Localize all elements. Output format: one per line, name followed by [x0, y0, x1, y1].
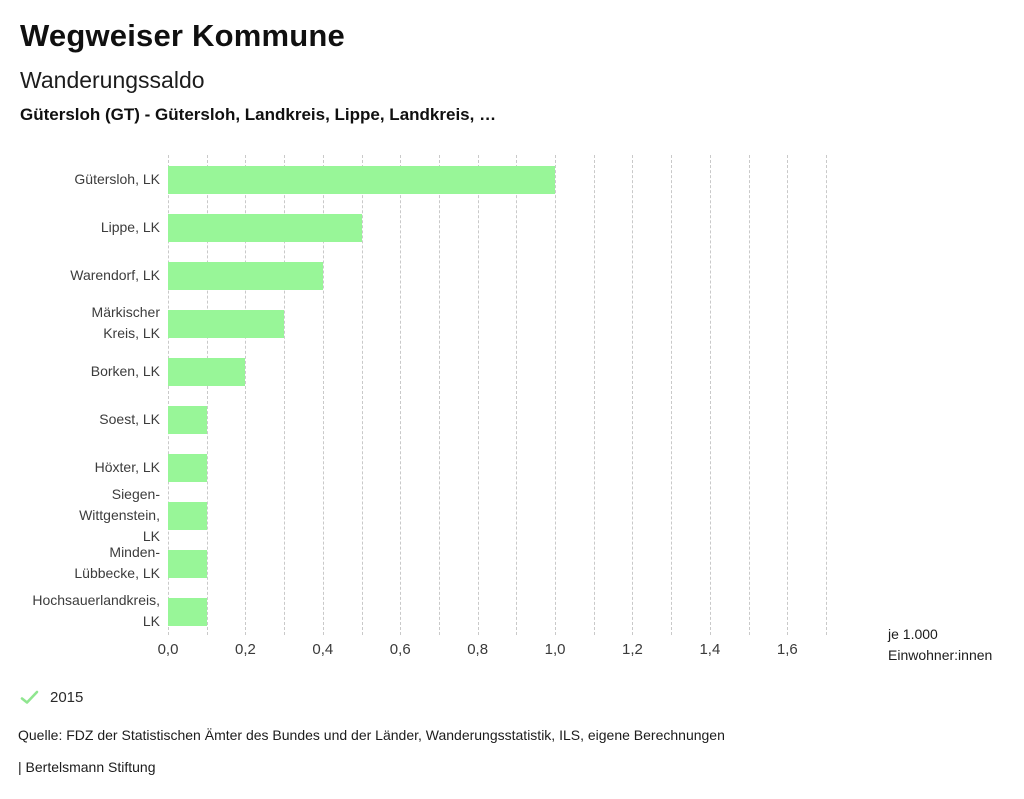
x-tick-label: 0,2	[234, 641, 256, 658]
category-label: Minden- Lübbecke, LK	[74, 544, 160, 581]
gridline	[400, 155, 402, 635]
x-axis-ticks: 0,0 0,2 0,4 0,6 0,8 1,0 1,2 1,4 1,6	[158, 641, 826, 661]
x-tick-label: 0,6	[389, 641, 411, 658]
gridline	[284, 155, 286, 635]
gridline	[361, 155, 363, 635]
brand-footer: | Bertelsmann Stiftung	[18, 759, 156, 775]
category-label: Höxter, LK	[94, 458, 160, 475]
chart-bar[interactable]	[168, 502, 207, 530]
gridline	[168, 155, 169, 635]
chart-selection-subtitle: Gütersloh (GT) - Gütersloh, Landkreis, L…	[20, 105, 497, 124]
gridline	[516, 155, 518, 635]
gridline	[477, 155, 479, 635]
page-title: Wanderungssaldo	[20, 67, 205, 93]
source-note: Quelle: FDZ der Statistischen Ämter des …	[18, 727, 725, 743]
gridline	[709, 155, 711, 635]
x-tick-label: 1,6	[776, 641, 798, 658]
gridline	[671, 155, 673, 635]
category-label: Borken, LK	[90, 362, 160, 379]
gridline	[593, 155, 595, 635]
legend-item-year[interactable]: 2015	[20, 689, 83, 706]
category-label: Gütersloh, LK	[74, 170, 160, 187]
chart-bar[interactable]	[168, 214, 362, 242]
gridline	[632, 155, 634, 635]
gridline	[438, 155, 440, 635]
x-tick-label: 0,4	[312, 641, 334, 658]
chart-bar[interactable]	[168, 550, 207, 578]
chart-bar[interactable]	[168, 310, 285, 338]
gridline	[206, 155, 208, 635]
gridline	[322, 155, 324, 635]
chart-bar[interactable]	[168, 598, 207, 626]
legend-year-label: 2015	[50, 688, 84, 706]
category-labels: Gütersloh, LK Lippe, LK Warendorf, LK Märki…	[0, 155, 160, 635]
gridline	[245, 155, 247, 635]
chart-bar[interactable]	[168, 262, 323, 290]
gridline	[787, 155, 789, 635]
x-axis-unit-label: je 1.000 Einwohner:innen	[888, 626, 993, 663]
chart-bar[interactable]	[168, 406, 207, 434]
plot-area	[168, 155, 827, 635]
category-label: Siegen- Wittgenstein, LK	[79, 485, 160, 544]
chart-bar[interactable]	[168, 166, 556, 194]
category-label: Märkischer Kreis, LK	[91, 304, 160, 341]
x-tick-label: 1,0	[544, 641, 566, 658]
app-title: Wegweiser Kommune	[20, 18, 345, 53]
chart-bar[interactable]	[168, 358, 246, 386]
gridline	[748, 155, 750, 635]
x-tick-label: 0,8	[467, 641, 489, 658]
category-label: Soest, LK	[99, 410, 160, 427]
gridline	[826, 155, 827, 635]
gridline	[555, 155, 557, 635]
category-label: Hochsauerlandkreis, LK	[32, 592, 160, 629]
legend: 2015	[20, 687, 83, 707]
check-icon	[20, 690, 39, 704]
category-label: Lippe, LK	[100, 218, 160, 235]
chart-bar[interactable]	[168, 454, 207, 482]
x-tick-label: 1,2	[622, 641, 643, 658]
bar-chart: Gütersloh, LK Lippe, LK Warendorf, LK Märki…	[0, 155, 993, 663]
x-tick-label: 0,0	[157, 641, 179, 658]
category-label: Warendorf, LK	[70, 266, 160, 283]
x-tick-label: 1,4	[699, 641, 721, 658]
